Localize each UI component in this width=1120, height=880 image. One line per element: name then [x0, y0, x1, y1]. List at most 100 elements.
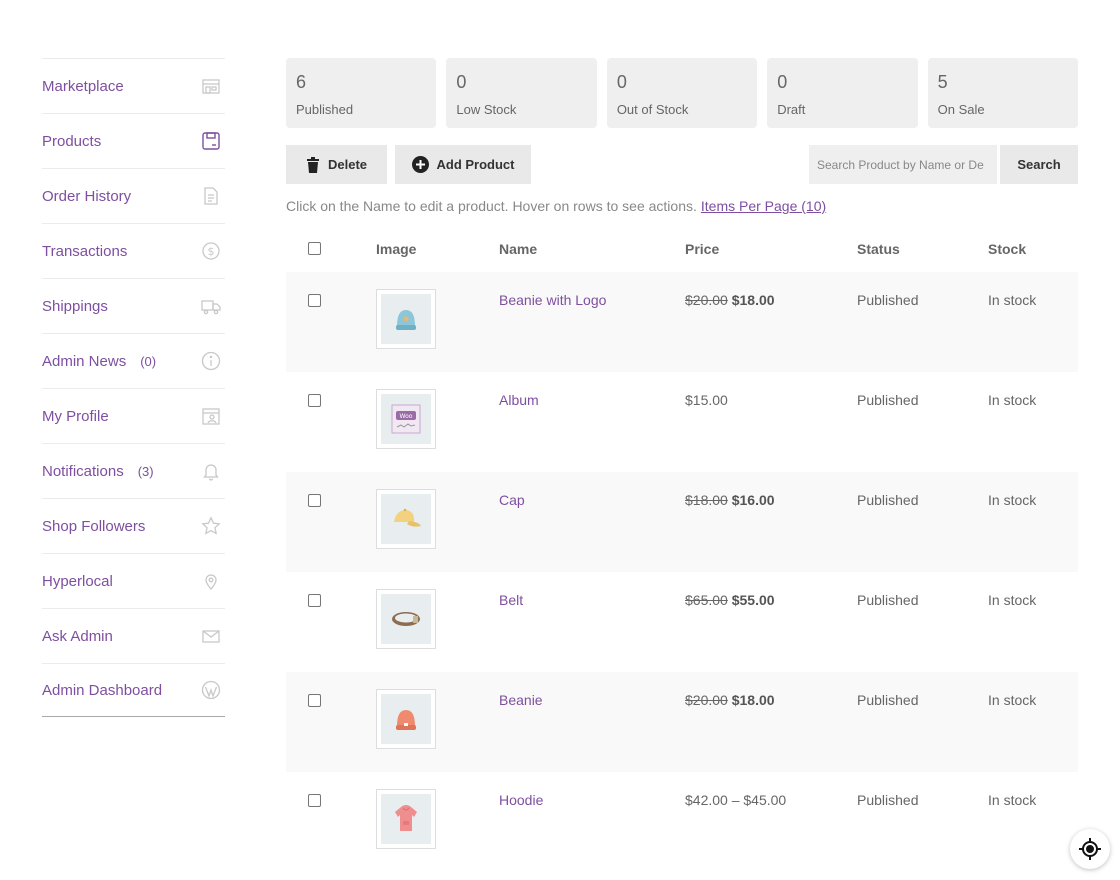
column-header-price[interactable]: Price — [685, 241, 720, 257]
stat-value: 0 — [456, 72, 467, 92]
row-checkbox[interactable] — [308, 494, 321, 507]
row-checkbox[interactable] — [308, 694, 321, 707]
sidebar-item-label: Notifications — [42, 462, 124, 480]
stat-low-stock[interactable]: 0 Low Stock — [446, 58, 597, 128]
table-row[interactable]: Beanie $20.00 $18.00 Published In stock — [286, 672, 1078, 772]
product-name-link[interactable]: Cap — [499, 492, 525, 508]
sale-price: $18.00 — [731, 692, 775, 708]
product-status: Published — [857, 392, 919, 408]
items-per-page-link[interactable]: Items Per Page (10) — [700, 198, 827, 214]
column-header-status[interactable]: Status — [857, 241, 900, 257]
add-product-button[interactable]: Add Product — [395, 145, 531, 184]
stat-value: 0 — [777, 72, 788, 92]
old-price: $65.00 — [685, 592, 728, 608]
product-thumbnail[interactable] — [376, 289, 436, 349]
sidebar-nav: Marketplace Products Order History Trans… — [42, 58, 225, 717]
stat-on-sale[interactable]: 5 On Sale — [927, 58, 1079, 128]
column-header-name[interactable]: Name — [499, 241, 538, 257]
stat-label: Published — [296, 102, 354, 117]
sidebar-item-shop-followers[interactable]: Shop Followers — [42, 498, 225, 553]
product-status: Published — [857, 592, 919, 608]
sidebar-item-admin-dashboard[interactable]: Admin Dashboard — [42, 663, 225, 717]
search-button[interactable]: Search — [1000, 145, 1078, 184]
delete-button[interactable]: Delete — [286, 145, 387, 184]
hint-text: Click on the Name to edit a product. Hov… — [286, 198, 826, 214]
beanie-image — [396, 710, 416, 730]
sidebar-item-label: Hyperlocal — [42, 572, 113, 590]
stat-out-of-stock[interactable]: 0 Out of Stock — [606, 58, 758, 128]
profile-icon — [200, 405, 222, 427]
regular-price: $15.00 — [685, 392, 728, 408]
sidebar-item-label: Admin Dashboard — [42, 681, 163, 699]
table-row[interactable]: Cap $18.00 $16.00 Published In stock — [286, 472, 1078, 572]
product-stock: In stock — [988, 792, 1037, 808]
sidebar-item-ask-admin[interactable]: Ask Admin — [42, 608, 225, 663]
stat-draft[interactable]: 0 Draft — [767, 58, 918, 128]
product-stock: In stock — [988, 392, 1037, 408]
sale-price: $18.00 — [731, 292, 775, 308]
row-checkbox[interactable] — [308, 594, 321, 607]
product-name-link[interactable]: Hoodie — [499, 792, 544, 808]
product-stock: In stock — [988, 692, 1037, 708]
row-checkbox[interactable] — [308, 794, 321, 807]
beanie-logo-image — [396, 310, 416, 330]
sidebar-item-hyperlocal[interactable]: Hyperlocal — [42, 553, 225, 608]
product-thumbnail[interactable]: Woo — [376, 389, 436, 449]
column-header-stock[interactable]: Stock — [988, 241, 1027, 257]
search-input[interactable] — [809, 145, 997, 184]
column-header-image[interactable]: Image — [376, 241, 417, 257]
product-status: Published — [857, 692, 919, 708]
sidebar-item-shippings[interactable]: Shippings — [42, 278, 225, 333]
stat-value: 6 — [296, 72, 307, 92]
table-header: Image Name Price Status Stock — [286, 228, 1078, 272]
product-name-link[interactable]: Belt — [499, 592, 524, 608]
product-thumbnail[interactable] — [376, 489, 436, 549]
table-row[interactable]: Hoodie $42.00 – $45.00 Published In stoc… — [286, 772, 1078, 872]
document-icon — [200, 185, 222, 207]
product-thumbnail[interactable] — [376, 689, 436, 749]
select-all-checkbox[interactable] — [308, 242, 321, 255]
product-name-link[interactable]: Beanie with Logo — [499, 292, 607, 308]
hint-message: Click on the Name to edit a product. Hov… — [286, 198, 697, 214]
product-stock: In stock — [988, 592, 1037, 608]
mail-icon — [200, 625, 222, 647]
product-price: $18.00 $16.00 — [685, 492, 775, 508]
product-thumbnail[interactable] — [376, 589, 436, 649]
product-thumbnail[interactable] — [376, 789, 436, 849]
product-name-link[interactable]: Album — [499, 392, 539, 408]
stat-published[interactable]: 6 Published — [286, 58, 437, 128]
table-row[interactable]: Woo Album $15.00 Published In stock — [286, 372, 1078, 472]
products-table: Image Name Price Status Stock Beanie wit… — [286, 228, 1078, 872]
sidebar-item-label: Shippings — [42, 297, 108, 315]
trash-icon — [306, 156, 319, 173]
product-status: Published — [857, 792, 919, 808]
stat-label: Out of Stock — [616, 102, 689, 117]
table-row[interactable]: Belt $65.00 $55.00 Published In stock — [286, 572, 1078, 672]
sidebar-item-marketplace[interactable]: Marketplace — [42, 58, 225, 113]
sidebar-item-admin-news[interactable]: Admin News (0) — [42, 333, 225, 388]
sidebar-item-my-profile[interactable]: My Profile — [42, 388, 225, 443]
sidebar-item-notifications[interactable]: Notifications (3) — [42, 443, 225, 498]
old-price: $20.00 — [685, 692, 728, 708]
table-row[interactable]: Beanie with Logo $20.00 $18.00 Published… — [286, 272, 1078, 372]
sidebar-item-label: Admin News — [42, 352, 127, 370]
product-name-link[interactable]: Beanie — [499, 692, 543, 708]
sidebar-item-label: Products — [42, 132, 102, 150]
locate-button[interactable] — [1070, 829, 1110, 869]
sidebar-item-products[interactable]: Products — [42, 113, 225, 168]
row-checkbox[interactable] — [308, 294, 321, 307]
stat-label: Draft — [777, 102, 806, 117]
delete-label: Delete — [327, 157, 368, 172]
stat-value: 0 — [616, 72, 627, 92]
products-toolbar: Delete Add Product Search — [286, 145, 1078, 184]
stat-value: 5 — [937, 72, 948, 92]
row-checkbox[interactable] — [308, 394, 321, 407]
dollar-icon: $ — [200, 240, 222, 262]
sidebar-item-transactions[interactable]: Transactions $ — [42, 223, 225, 278]
bell-icon — [200, 460, 222, 482]
product-price: $20.00 $18.00 — [685, 692, 775, 708]
stats-row: 6 Published 0 Low Stock 0 Out of Stock 0 Dra… — [286, 58, 1079, 128]
notifications-count-badge: (3) — [137, 463, 154, 479]
product-stock: In stock — [988, 292, 1037, 308]
sidebar-item-order-history[interactable]: Order History — [42, 168, 225, 223]
